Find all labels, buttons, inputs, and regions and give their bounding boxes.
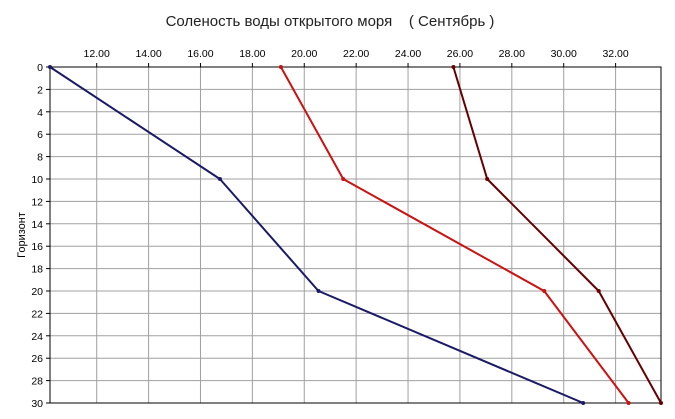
x-tick-label: 22.00 — [343, 48, 369, 60]
series-1 — [48, 65, 586, 405]
series-line — [280, 66, 630, 404]
data-point — [316, 289, 321, 293]
data-point — [542, 289, 547, 293]
data-point — [581, 401, 586, 405]
y-tick-label: 24 — [31, 331, 43, 343]
y-tick-label: 10 — [31, 174, 43, 186]
y-tick-label: 22 — [31, 308, 43, 320]
x-tick-label: 20.00 — [291, 48, 317, 60]
series-2 — [278, 65, 631, 405]
y-tick-label: 14 — [31, 219, 43, 231]
chart-title: Соленость воды открытого моря ( Сентябрь… — [166, 13, 495, 30]
x-tick-label: 24.00 — [395, 48, 421, 60]
x-tick-label: 16.00 — [187, 48, 213, 60]
series-line — [49, 66, 584, 404]
x-tick-label: 30.00 — [551, 48, 577, 60]
y-axis-label: Горизонт — [16, 212, 28, 258]
data-point — [341, 177, 346, 181]
y-tick-label: 30 — [31, 398, 43, 410]
y-tick-label: 20 — [31, 286, 43, 298]
plot-frame — [49, 66, 662, 404]
series-3 — [451, 65, 663, 405]
y-tick-label: 28 — [31, 376, 43, 388]
y-tick-label: 4 — [37, 107, 43, 119]
data-point — [659, 401, 663, 405]
y-tick-label: 8 — [37, 152, 43, 164]
x-tick-label: 18.00 — [239, 48, 265, 60]
data-point — [217, 177, 222, 181]
x-tick-label: 12.00 — [84, 48, 110, 60]
data-point — [48, 65, 52, 69]
y-tick-label: 26 — [31, 353, 43, 365]
x-tick-label: 26.00 — [447, 48, 473, 60]
data-point — [451, 65, 456, 69]
x-tick-label: 28.00 — [499, 48, 525, 60]
data-point — [596, 289, 601, 293]
grid — [50, 66, 661, 404]
x-tick-label: 32.00 — [602, 48, 628, 60]
y-tick-label: 18 — [31, 264, 43, 276]
data-point — [485, 177, 490, 181]
series-group — [48, 65, 663, 405]
x-axis-ticks: 12.00 14.00 16.00 18.00 20.00 22.00 24.00 26.00… — [84, 48, 629, 67]
y-tick-label: 12 — [31, 196, 43, 208]
data-point — [278, 65, 283, 69]
data-point — [626, 401, 631, 405]
series-line — [452, 66, 662, 404]
y-tick-label: 16 — [31, 241, 43, 253]
x-tick-label: 14.00 — [135, 48, 161, 60]
y-tick-label: 2 — [37, 84, 43, 96]
y-tick-label: 6 — [37, 129, 43, 141]
y-tick-label: 0 — [37, 62, 43, 74]
